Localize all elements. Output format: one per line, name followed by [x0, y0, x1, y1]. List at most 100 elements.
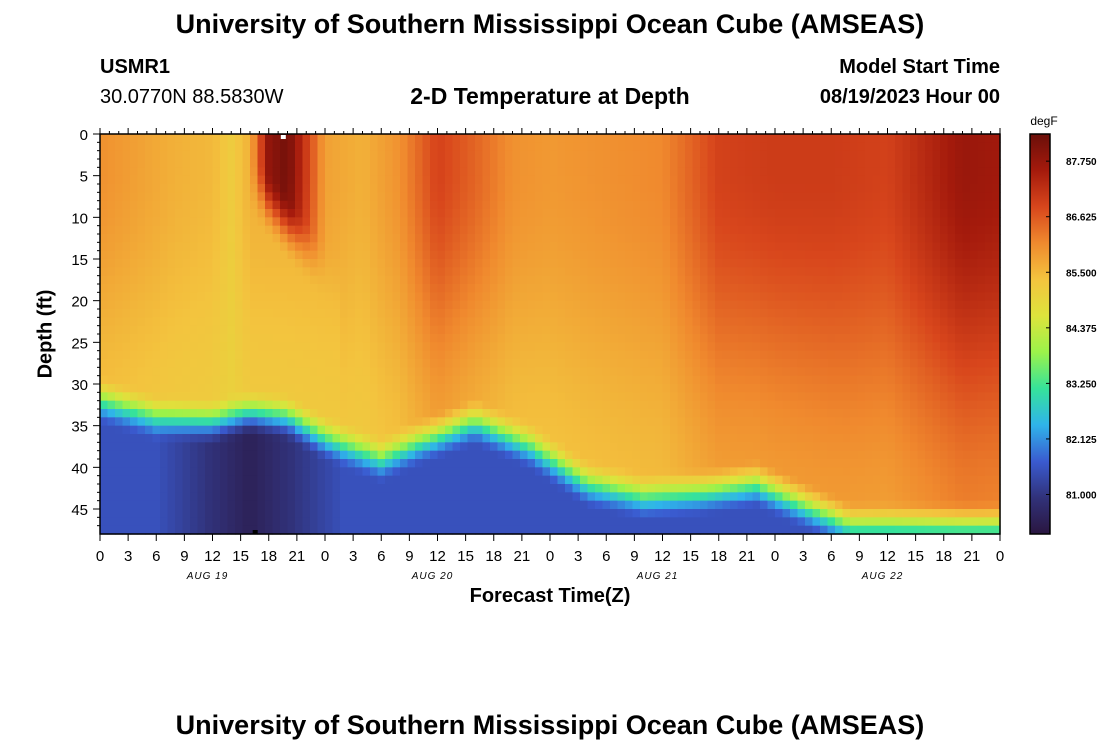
- heatmap-cell: [685, 484, 694, 493]
- heatmap-cell: [842, 375, 851, 385]
- heatmap-cell: [565, 517, 574, 527]
- heatmap-cell: [670, 342, 679, 352]
- heatmap-cell: [115, 517, 124, 527]
- heatmap-cell: [107, 459, 116, 468]
- heatmap-cell: [805, 367, 814, 377]
- heatmap-cell: [220, 300, 229, 310]
- heatmap-cell: [707, 425, 716, 435]
- heatmap-cell: [872, 275, 881, 285]
- heatmap-cell: [257, 417, 266, 427]
- heatmap-cell: [467, 342, 476, 352]
- heatmap-cell: [220, 459, 229, 468]
- heatmap-cell: [317, 334, 326, 343]
- heatmap-cell: [580, 267, 589, 277]
- heatmap-cell: [857, 300, 866, 310]
- heatmap-cell: [790, 334, 799, 343]
- heatmap-cell: [445, 150, 454, 160]
- heatmap-cell: [550, 475, 559, 485]
- heatmap-cell: [587, 350, 596, 360]
- heatmap-cell: [250, 425, 259, 435]
- heatmap-cell: [625, 525, 634, 535]
- heatmap-cell: [250, 200, 259, 210]
- heatmap-cell: [790, 142, 799, 152]
- heatmap-cell: [527, 484, 536, 493]
- heatmap-cell: [692, 450, 701, 460]
- heatmap-cell: [497, 492, 506, 502]
- heatmap-cell: [835, 467, 844, 477]
- heatmap-cell: [205, 300, 214, 310]
- heatmap-cell: [392, 375, 401, 385]
- heatmap-cell: [145, 417, 154, 427]
- heatmap-cell: [107, 242, 116, 252]
- heatmap-cell: [197, 492, 206, 502]
- heatmap-cell: [842, 417, 851, 427]
- heatmap-cell: [482, 484, 491, 493]
- heatmap-cell: [220, 450, 229, 460]
- heatmap-cell: [100, 517, 109, 527]
- heatmap-cell: [797, 192, 806, 202]
- heatmap-cell: [445, 259, 454, 268]
- heatmap-cell: [445, 309, 454, 318]
- heatmap-cell: [542, 192, 551, 202]
- heatmap-cell: [670, 259, 679, 268]
- heatmap-cell: [475, 450, 484, 460]
- heatmap-cell: [842, 350, 851, 360]
- heatmap-cell: [122, 375, 131, 385]
- heatmap-cell: [715, 334, 724, 343]
- heatmap-cell: [467, 492, 476, 502]
- heatmap-cell: [190, 492, 199, 502]
- heatmap-cell: [197, 400, 206, 410]
- heatmap-cell: [430, 367, 439, 377]
- heatmap-cell: [160, 434, 169, 443]
- heatmap-cell: [692, 442, 701, 452]
- heatmap-cell: [115, 492, 124, 502]
- heatmap-cell: [700, 242, 709, 252]
- heatmap-cell: [505, 342, 514, 352]
- heatmap-cell: [715, 225, 724, 235]
- heatmap-cell: [167, 292, 176, 302]
- heatmap-cell: [160, 234, 169, 243]
- heatmap-cell: [370, 242, 379, 252]
- heatmap-cell: [227, 284, 236, 293]
- heatmap-cell: [430, 417, 439, 427]
- heatmap-cell: [122, 334, 131, 343]
- heatmap-cell: [580, 425, 589, 435]
- heatmap-cell: [422, 234, 431, 243]
- heatmap-cell: [512, 175, 521, 185]
- heatmap-cell: [565, 184, 574, 193]
- heatmap-cell: [227, 409, 236, 418]
- heatmap-cell: [730, 442, 739, 452]
- heatmap-cell: [137, 425, 146, 435]
- heatmap-cell: [850, 484, 859, 493]
- heatmap-cell: [610, 342, 619, 352]
- heatmap-cell: [827, 334, 836, 343]
- heatmap-cell: [842, 175, 851, 185]
- heatmap-cell: [100, 275, 109, 285]
- heatmap-cell: [677, 134, 686, 143]
- heatmap-cell: [595, 525, 604, 535]
- heatmap-cell: [460, 267, 469, 277]
- heatmap-cell: [587, 175, 596, 185]
- heatmap-cell: [197, 200, 206, 210]
- heatmap-cell: [857, 334, 866, 343]
- heatmap-cell: [550, 509, 559, 518]
- heatmap-cell: [235, 509, 244, 518]
- heatmap-cell: [745, 450, 754, 460]
- heatmap-cell: [467, 309, 476, 318]
- heatmap-cell: [835, 175, 844, 185]
- heatmap-cell: [775, 350, 784, 360]
- heatmap-cell: [227, 500, 236, 510]
- heatmap-cell: [565, 384, 574, 393]
- heatmap-cell: [805, 509, 814, 518]
- heatmap-cell: [130, 317, 139, 327]
- heatmap-cell: [842, 267, 851, 277]
- heatmap-cell: [475, 384, 484, 393]
- heatmap-cell: [362, 325, 371, 335]
- heatmap-cell: [782, 367, 791, 377]
- heatmap-cell: [625, 350, 634, 360]
- heatmap-cell: [737, 259, 746, 268]
- heatmap-cell: [400, 525, 409, 535]
- heatmap-cell: [317, 384, 326, 393]
- heatmap-cell: [677, 334, 686, 343]
- heatmap-cell: [257, 209, 266, 218]
